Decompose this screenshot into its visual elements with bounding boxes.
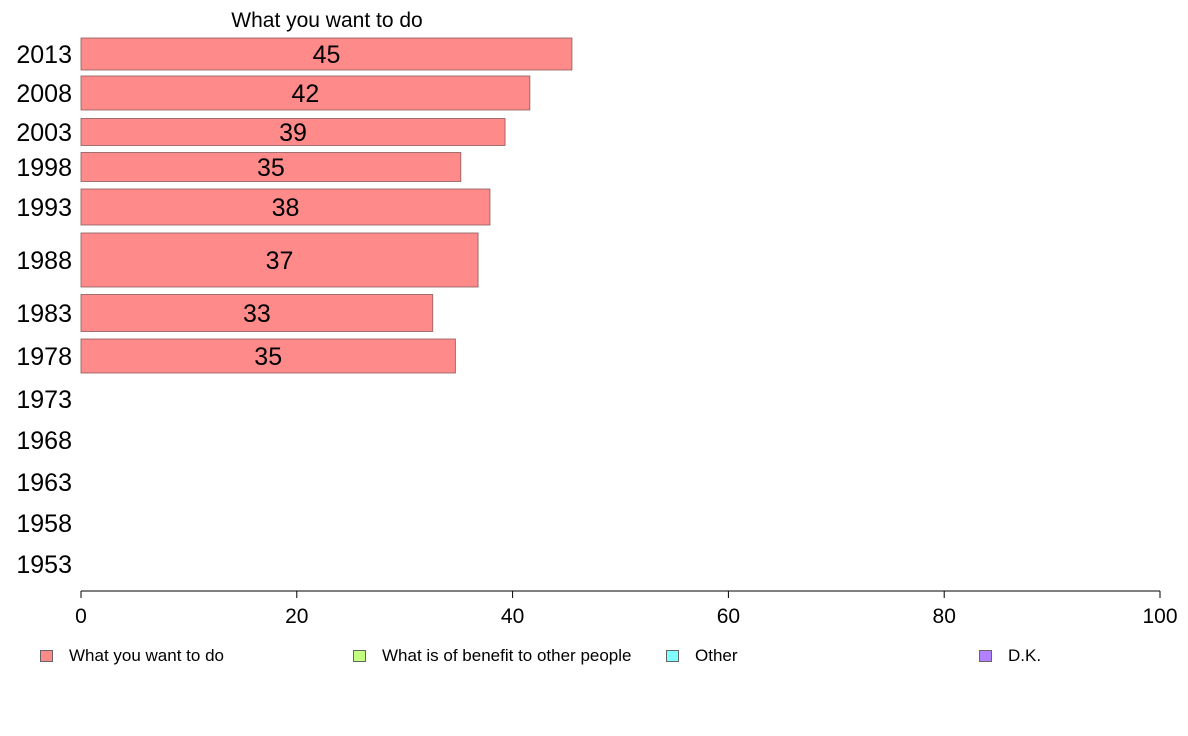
y-tick-label: 1993: [16, 194, 72, 222]
y-tick-label: 1958: [16, 510, 72, 538]
legend-item-benefit-to-others: What is of benefit to other people: [353, 646, 632, 666]
data-label: 45: [313, 41, 341, 69]
x-tick-label: 80: [933, 605, 956, 628]
bar: [80, 75, 531, 111]
y-tick-label: 1978: [16, 343, 72, 371]
x-tick-label: 40: [501, 605, 524, 628]
data-label: 39: [279, 119, 307, 147]
x-axis: 0 20 40 60 80 100: [75, 590, 1178, 628]
y-tick-label: 2013: [16, 41, 72, 69]
y-tick-label: 1953: [16, 551, 72, 579]
x-tick-label: 0: [75, 605, 87, 628]
legend-label-benefit-to-others: What is of benefit to other people: [382, 646, 632, 665]
data-label: 35: [257, 154, 285, 182]
y-tick-label: 1983: [16, 300, 72, 328]
y-tick-labels: 2013 2008 2003 1998 1993 1988 1983 1978 1973 1968…: [16, 41, 72, 579]
legend-label-what-you-want-to-do: What you want to do: [69, 646, 224, 665]
y-tick-label: 2003: [16, 119, 72, 147]
bar: [80, 232, 479, 288]
bars-group: 45 42 39 35 38 37 33 35: [80, 37, 573, 374]
chart-title: What you want to do: [231, 9, 422, 32]
bar: [80, 118, 506, 146]
data-label: 35: [254, 343, 282, 371]
legend-swatch-dk: [979, 650, 992, 662]
legend-swatch-what-you-want-to-do: [40, 650, 53, 662]
data-label: 38: [272, 194, 300, 222]
y-tick-label: 1968: [16, 427, 72, 455]
data-label: 37: [266, 247, 294, 275]
y-tick-label: 1963: [16, 469, 72, 497]
y-tick-label: 1973: [16, 386, 72, 414]
data-label: 33: [243, 300, 271, 328]
x-tick-label: 20: [285, 605, 308, 628]
legend-label-other: Other: [695, 646, 738, 665]
x-tick-label: 60: [717, 605, 740, 628]
y-tick-label: 1988: [16, 247, 72, 275]
legend-swatch-benefit-to-others: [353, 650, 366, 662]
y-tick-label: 1998: [16, 154, 72, 182]
y-tick-label: 2008: [16, 80, 72, 108]
bar: [80, 37, 573, 71]
x-tick-label: 100: [1142, 605, 1177, 628]
bar: [80, 294, 434, 332]
legend-label-dk: D.K.: [1008, 646, 1042, 665]
legend-item-what-you-want-to-do: What you want to do: [40, 646, 224, 666]
data-label: 42: [292, 80, 320, 108]
legend-item-other: Other: [666, 646, 738, 666]
legend-item-dk: D.K.: [979, 646, 1041, 666]
legend-swatch-other: [666, 650, 679, 662]
legend: What you want to do What is of benefit t…: [0, 646, 1188, 666]
bar: [80, 152, 462, 182]
bar: [80, 338, 456, 374]
bar: [80, 188, 491, 226]
